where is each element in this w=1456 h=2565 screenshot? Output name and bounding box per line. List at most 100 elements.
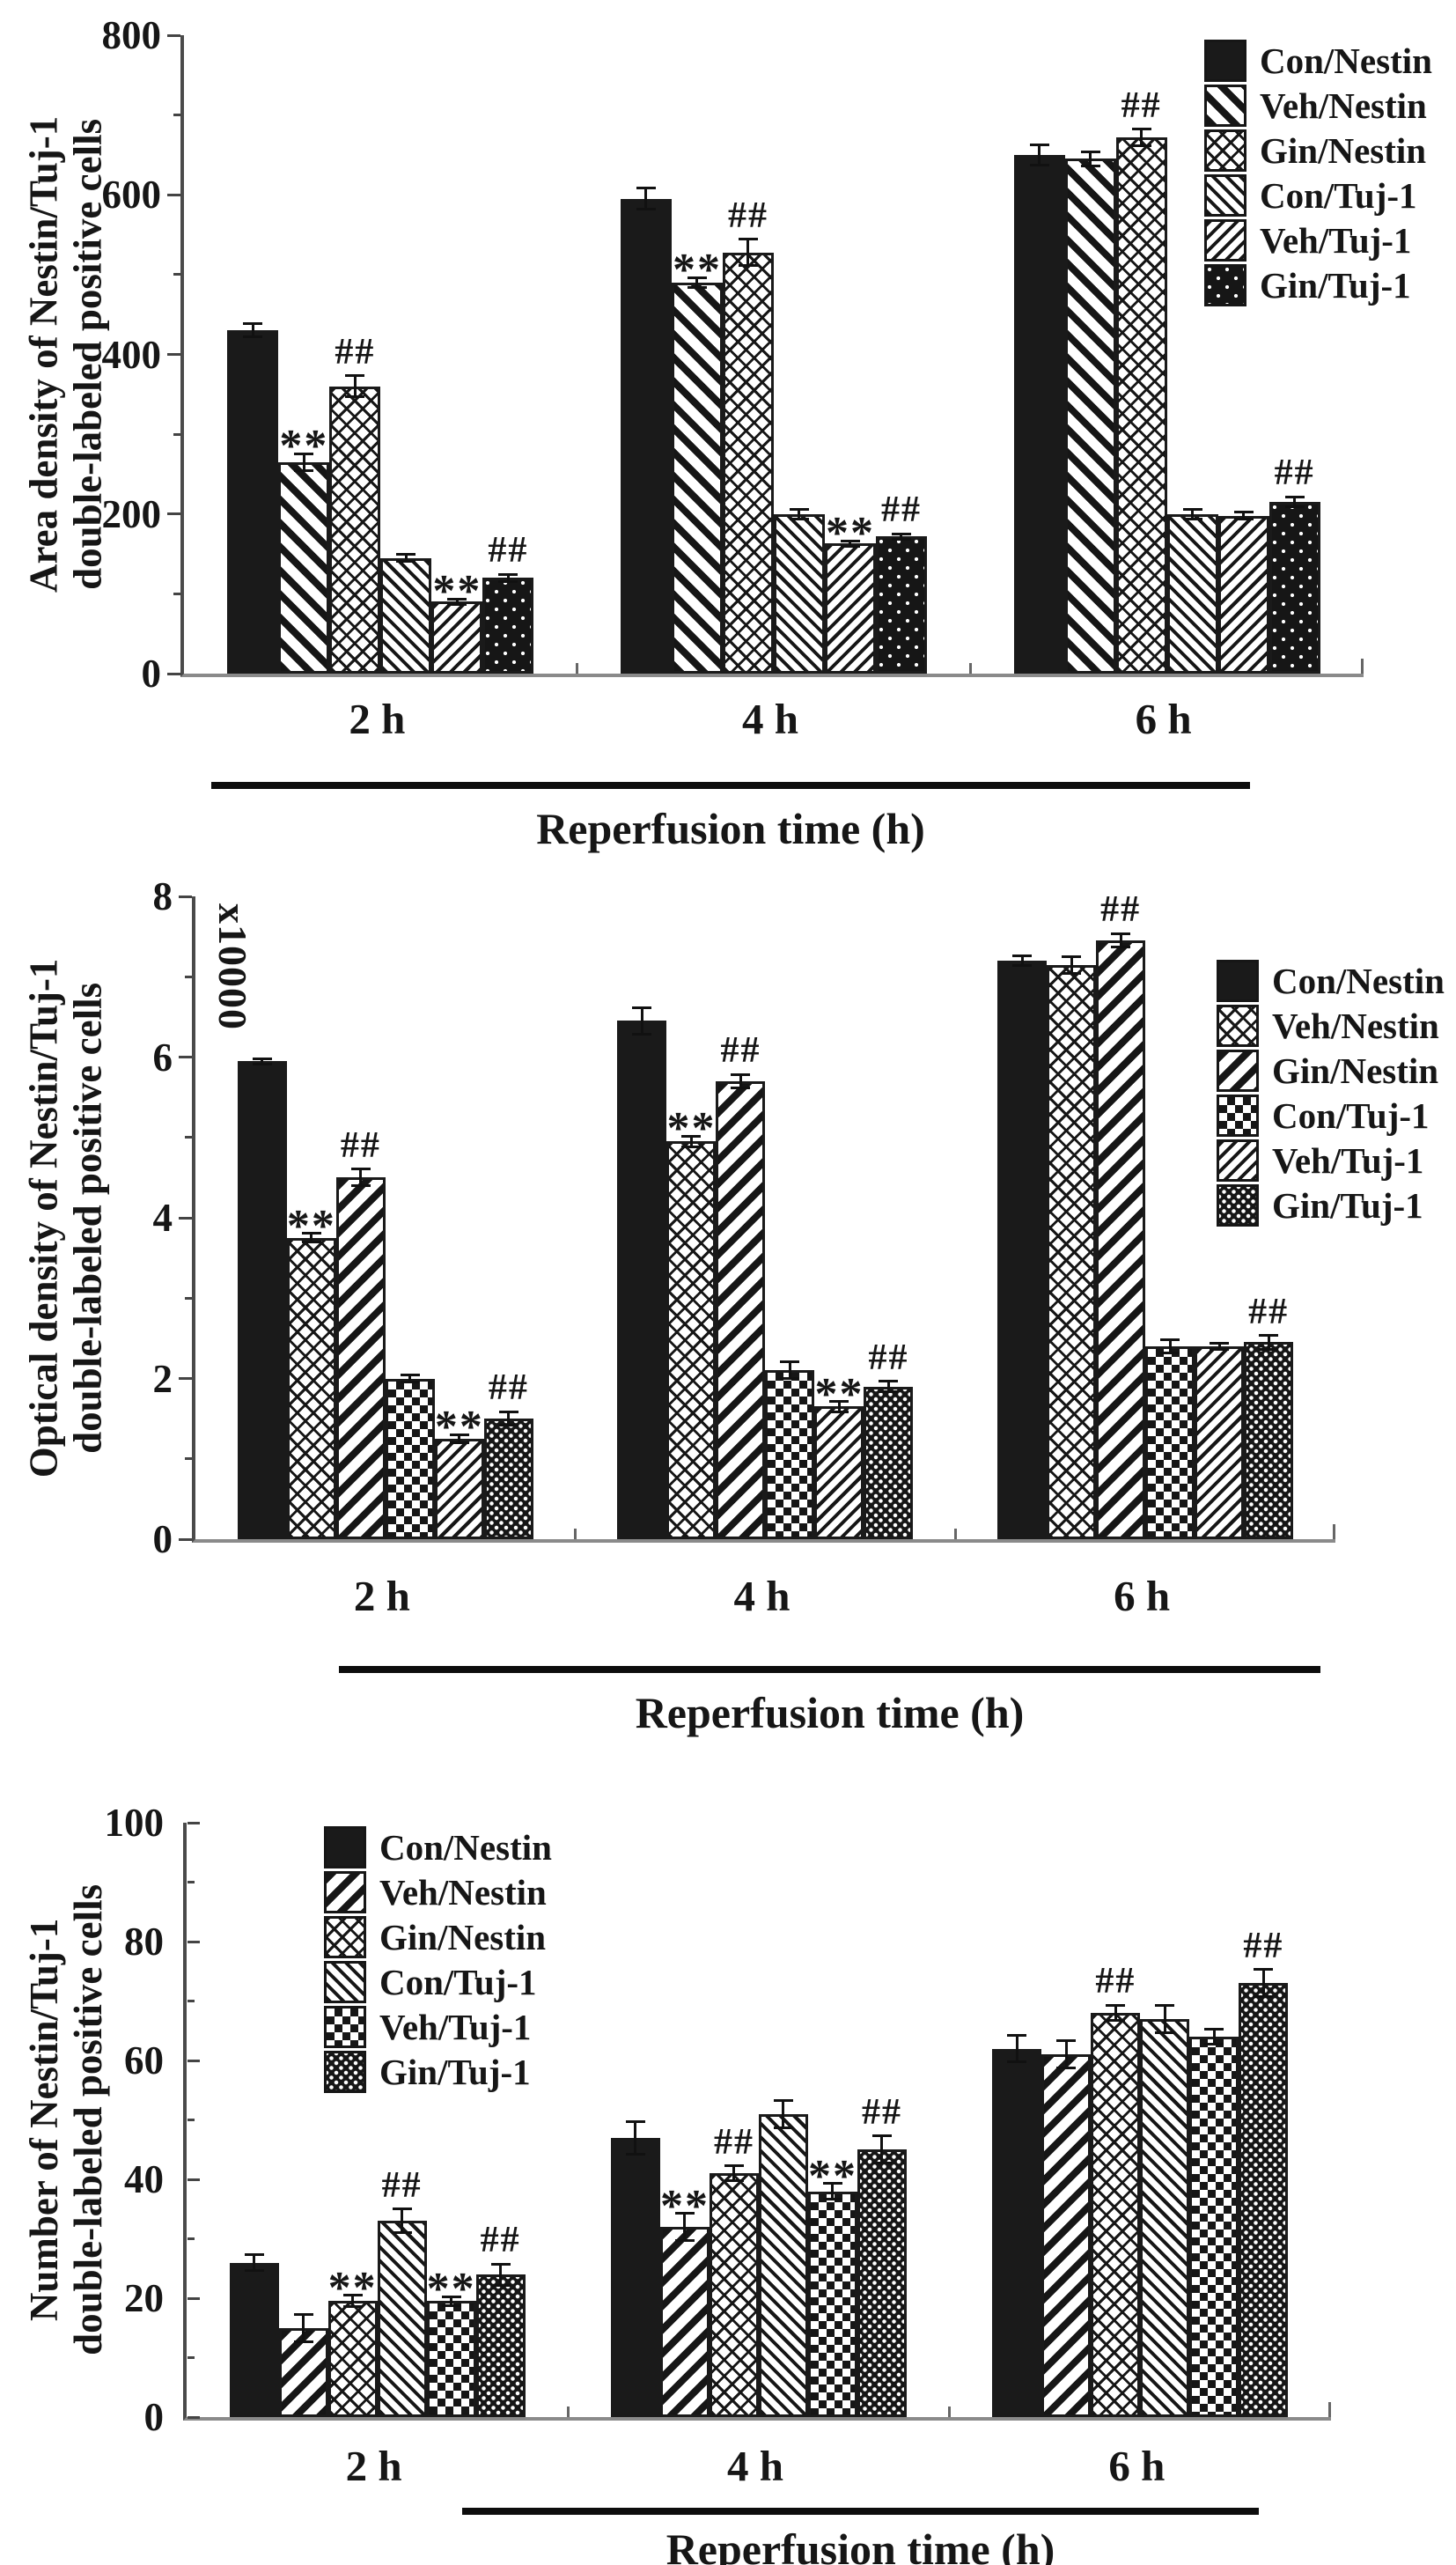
bar-gin-nestin: [722, 252, 774, 674]
error-bar-line: [251, 322, 254, 339]
error-bar-cap-top: [738, 238, 758, 241]
legend-swatch-icon: [324, 2006, 366, 2048]
legend-label: Gin/Tuj-1: [1260, 265, 1411, 306]
error-bar: [779, 1360, 800, 1381]
y-tick-label: 60: [124, 2038, 164, 2082]
bar-gin-tuj-1: [1268, 502, 1320, 674]
error-bar: [497, 572, 518, 583]
y-axis-major-tick: [179, 1056, 192, 1058]
y-tick-label: 80: [124, 1920, 164, 1964]
y-scale-note: x10000: [210, 903, 255, 1030]
legend-swatch-icon: [324, 1826, 366, 1868]
error-bar-line: [507, 1411, 511, 1427]
legend: Con/Nestin Veh/Nestin Gin/Nestin Con/Tuj-1 V…: [324, 1826, 552, 2096]
error-bar-line: [408, 1374, 412, 1383]
significance-label: **: [434, 1401, 484, 1452]
legend-label: Con/Tuj-1: [1260, 175, 1417, 216]
error-bar-line: [634, 2119, 637, 2156]
y-axis-minor-tick: [188, 1881, 195, 1883]
significance-label: ##: [720, 1030, 761, 1072]
bar-veh-nestin: [671, 282, 723, 674]
legend-item: Veh/Nestin: [324, 1871, 552, 1913]
error-bar: [738, 238, 759, 267]
error-bar-cap-top: [731, 1072, 751, 1076]
legend-swatch-icon: [1204, 85, 1246, 127]
error-bar-cap-top: [1131, 128, 1151, 131]
error-bar-cap-top: [681, 1135, 702, 1139]
error-bar-cap-bottom: [636, 208, 656, 211]
error-bar: [636, 187, 657, 211]
bar-con-tuj-1: [758, 2113, 808, 2417]
legend: Con/Nestin Veh/Nestin Gin/Nestin Con/Tuj-1 V…: [1204, 40, 1432, 309]
error-bar-line: [746, 238, 750, 267]
error-bar-line: [640, 1006, 643, 1036]
error-bar-line: [302, 452, 305, 472]
error-bar: [395, 553, 416, 564]
y-tick-label: 20: [124, 2276, 164, 2320]
y-axis-minor-tick: [185, 1457, 192, 1461]
error-bar: [1110, 932, 1131, 949]
axis-end-tick: [1328, 2402, 1331, 2417]
error-bar-cap-top: [625, 2119, 645, 2123]
legend-swatch-icon: [1217, 1095, 1259, 1137]
legend-label: Gin/Nestin: [1260, 130, 1427, 171]
error-bar-cap-bottom: [294, 468, 314, 472]
y-axis-major-tick: [167, 672, 180, 675]
error-bar-cap-bottom: [449, 1441, 469, 1445]
group-label: 6 h: [1114, 1572, 1171, 1620]
legend-swatch-icon: [1217, 1139, 1259, 1182]
legend-swatch-icon: [324, 2051, 366, 2093]
error-bar-cap-bottom: [1210, 1348, 1230, 1352]
error-bar: [789, 507, 810, 520]
error-bar: [1182, 507, 1203, 520]
bar-gin-tuj-1: [864, 1386, 914, 1539]
error-bar: [446, 597, 467, 606]
bar-con-tuj-1: [1166, 513, 1218, 674]
group-label: 2 h: [349, 695, 406, 743]
significance-label: ##: [868, 1337, 909, 1378]
bar-con-nestin: [1013, 154, 1065, 674]
bar-veh-tuj-1: [1217, 515, 1269, 674]
legend-label: Veh/Tuj-1: [1272, 1140, 1424, 1181]
legend-swatch-icon: [1217, 1050, 1259, 1092]
axis-separator-tick: [953, 1529, 957, 1539]
error-bar: [350, 1168, 371, 1188]
y-axis-major-tick: [167, 193, 180, 196]
error-bar-cap-bottom: [822, 2197, 842, 2200]
legend-label: Con/Tuj-1: [1272, 1095, 1430, 1136]
error-bar-cap-top: [1182, 507, 1202, 511]
error-bar-cap-bottom: [1160, 1352, 1180, 1355]
error-bar-line: [1242, 511, 1246, 520]
error-bar-cap-bottom: [243, 335, 263, 339]
error-bar-cap-bottom: [498, 579, 518, 583]
y-tick-label: 200: [101, 491, 162, 536]
bar-con-tuj-1: [765, 1370, 815, 1539]
error-bar-line: [782, 2098, 785, 2129]
error-bar: [242, 322, 263, 339]
error-bar-cap-top: [1111, 932, 1131, 936]
x-axis-title: Reperfusion time (h): [536, 804, 925, 853]
y-axis-minor-tick: [173, 592, 180, 595]
error-bar: [674, 2212, 695, 2242]
significance-label: ##: [488, 1367, 529, 1409]
error-bar: [293, 2312, 314, 2343]
error-bar-line: [831, 2182, 835, 2200]
error-bar: [840, 539, 861, 548]
bar-veh-nestin: [666, 1141, 717, 1539]
error-bar-line: [739, 1072, 742, 1089]
legend-item: Con/Tuj-1: [1217, 1095, 1445, 1137]
error-bar-line: [900, 532, 903, 541]
error-bar-cap-top: [780, 1360, 800, 1364]
legend-item: Veh/Tuj-1: [1217, 1139, 1445, 1182]
error-bar-cap-top: [1284, 495, 1305, 498]
error-bar-cap-bottom: [447, 602, 467, 606]
y-axis-major-tick: [188, 1821, 200, 1824]
error-bar-line: [458, 1433, 461, 1445]
error-bar-cap-bottom: [1007, 2060, 1027, 2064]
error-bar: [392, 2208, 413, 2235]
error-bar-line: [401, 2208, 404, 2235]
legend-label: Gin/Nestin: [379, 1917, 547, 1957]
legend-item: Veh/Tuj-1: [324, 2006, 552, 2048]
error-bar-line: [849, 539, 852, 548]
